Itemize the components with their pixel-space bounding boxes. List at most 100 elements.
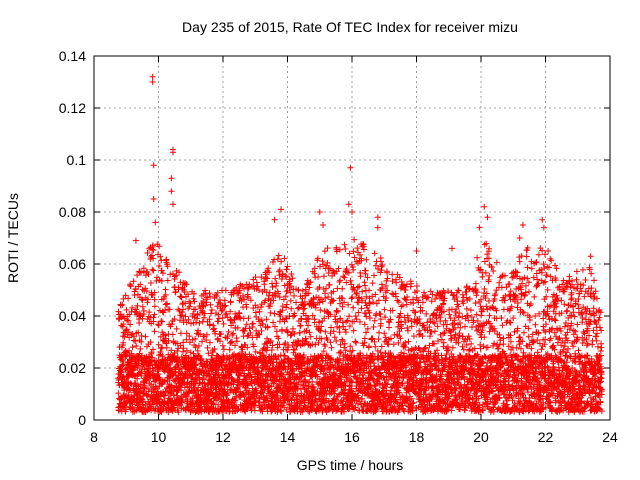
data-point — [296, 329, 303, 336]
data-point — [193, 330, 200, 337]
data-point — [134, 272, 141, 279]
data-point — [147, 279, 154, 286]
data-point — [370, 324, 377, 331]
data-point — [381, 330, 388, 337]
data-point — [175, 362, 182, 369]
data-point — [120, 352, 127, 359]
data-point — [175, 286, 182, 293]
data-point — [378, 258, 385, 265]
data-point — [361, 279, 368, 286]
data-point — [156, 307, 163, 314]
data-point — [183, 336, 190, 343]
data-point — [334, 307, 341, 314]
data-point — [483, 240, 490, 247]
data-point — [180, 306, 187, 313]
data-point — [215, 315, 222, 322]
data-point — [363, 256, 370, 263]
data-point — [434, 347, 441, 354]
data-point — [343, 318, 350, 325]
data-point — [194, 311, 201, 318]
data-point — [133, 343, 140, 350]
data-point — [243, 321, 250, 328]
data-point — [358, 305, 365, 312]
data-point — [210, 322, 217, 329]
data-point — [174, 392, 181, 399]
data-point — [386, 324, 392, 331]
data-point — [139, 315, 146, 322]
data-point — [151, 296, 158, 303]
data-point — [115, 390, 122, 397]
data-point — [137, 345, 144, 352]
data-point — [119, 301, 126, 308]
data-point — [176, 366, 183, 373]
data-point — [250, 320, 257, 327]
data-point — [139, 398, 146, 405]
data-point — [120, 295, 127, 302]
data-point — [366, 315, 373, 322]
data-point — [177, 330, 184, 337]
data-point — [143, 391, 150, 398]
data-point — [133, 383, 140, 390]
data-point — [122, 348, 129, 355]
data-point — [200, 314, 207, 321]
data-point — [155, 321, 162, 328]
data-point — [156, 243, 163, 250]
data-point — [196, 374, 203, 381]
data-point — [281, 255, 288, 262]
data-point — [366, 287, 373, 294]
data-point — [139, 297, 146, 304]
data-point — [168, 321, 175, 328]
data-point — [236, 314, 243, 321]
data-point — [363, 313, 370, 320]
data-point — [341, 274, 348, 281]
data-point — [227, 298, 234, 305]
data-point — [146, 245, 153, 252]
data-point — [192, 344, 199, 351]
data-point — [211, 325, 218, 332]
data-point — [134, 302, 141, 309]
data-point — [328, 324, 335, 331]
data-point — [465, 347, 472, 354]
data-point — [350, 304, 357, 311]
data-point — [416, 327, 423, 334]
data-point — [371, 272, 378, 279]
data-point — [218, 307, 225, 314]
data-point — [352, 313, 359, 320]
data-point — [468, 340, 475, 347]
data-point — [263, 316, 270, 323]
data-point — [456, 310, 463, 317]
data-point — [192, 361, 199, 368]
data-point — [161, 392, 168, 399]
data-point — [180, 345, 187, 352]
data-point — [144, 296, 151, 303]
data-point — [190, 350, 197, 357]
data-point — [288, 305, 295, 312]
data-point — [225, 328, 232, 335]
data-point — [222, 287, 229, 294]
data-point — [159, 353, 166, 360]
data-point — [162, 286, 169, 293]
data-point — [321, 248, 328, 255]
data-point — [230, 330, 237, 337]
data-point — [150, 267, 157, 274]
data-point — [472, 280, 479, 287]
data-point — [246, 325, 253, 332]
data-point — [176, 307, 183, 314]
data-point — [271, 310, 278, 317]
data-points — [115, 73, 605, 416]
data-point — [404, 324, 411, 331]
data-point — [320, 273, 327, 280]
data-point — [375, 336, 382, 343]
data-point — [365, 343, 372, 350]
data-point — [459, 291, 466, 298]
data-point — [353, 339, 360, 346]
data-point — [192, 319, 199, 326]
data-point — [379, 262, 386, 269]
data-point — [339, 285, 346, 292]
data-point — [127, 283, 134, 290]
data-point — [180, 380, 187, 387]
chart-title: Day 235 of 2015, Rate Of TEC Index for r… — [182, 19, 518, 35]
data-point — [467, 346, 473, 353]
data-point — [130, 366, 137, 373]
data-point — [431, 328, 438, 335]
